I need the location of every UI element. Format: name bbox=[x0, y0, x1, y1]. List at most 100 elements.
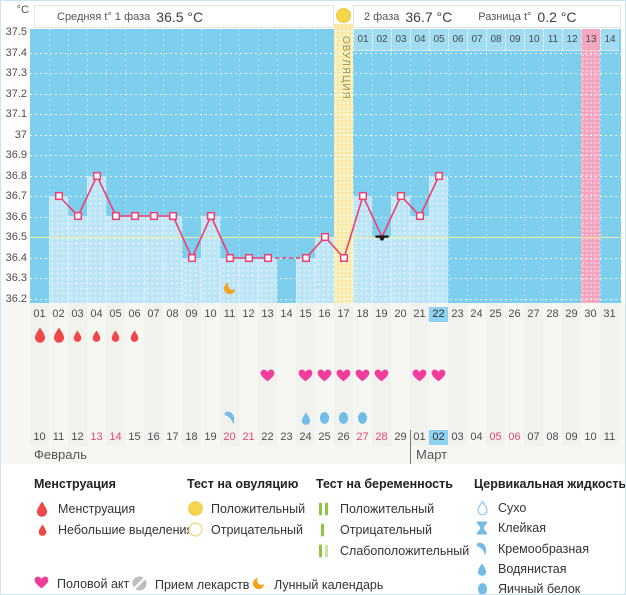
calendar-date[interactable]: 08 bbox=[546, 431, 559, 443]
calendar-date[interactable]: 22 bbox=[261, 431, 274, 443]
calendar-date[interactable]: 29 bbox=[394, 431, 407, 443]
temperature-bar-day-22[interactable] bbox=[429, 176, 448, 303]
temperature-bar-day-18[interactable] bbox=[353, 196, 372, 303]
temperature-point[interactable] bbox=[263, 253, 273, 263]
cycle-day-label[interactable]: 11 bbox=[223, 308, 236, 320]
temperature-bar-day-20[interactable] bbox=[391, 196, 410, 303]
temperature-bar-day-09[interactable] bbox=[182, 258, 201, 303]
calendar-date[interactable]: 09 bbox=[565, 431, 578, 443]
cycle-day-label[interactable]: 29 bbox=[565, 308, 578, 320]
calendar-date[interactable]: 13 bbox=[90, 431, 103, 443]
calendar-date[interactable]: 27 bbox=[356, 431, 369, 443]
temperature-bar-day-04[interactable] bbox=[87, 176, 106, 303]
calendar-date[interactable]: 17 bbox=[166, 431, 179, 443]
temperature-point[interactable] bbox=[396, 191, 406, 201]
calendar-date[interactable]: 14 bbox=[109, 431, 122, 443]
cycle-day-label[interactable]: 09 bbox=[185, 308, 198, 320]
calendar-date[interactable]: 02 bbox=[429, 430, 448, 445]
calendar-date[interactable]: 04 bbox=[470, 431, 483, 443]
cycle-day-label[interactable]: 26 bbox=[508, 308, 521, 320]
cycle-day-label[interactable]: 07 bbox=[147, 308, 160, 320]
cycle-day-label[interactable]: 12 bbox=[242, 308, 255, 320]
cycle-day-label[interactable]: 18 bbox=[356, 308, 369, 320]
calendar-date[interactable]: 28 bbox=[375, 431, 388, 443]
cycle-day-label[interactable]: 06 bbox=[128, 308, 141, 320]
cycle-day-label[interactable]: 22 bbox=[429, 307, 448, 322]
temperature-bar-day-15[interactable] bbox=[296, 258, 315, 303]
cycle-day-label[interactable]: 28 bbox=[546, 308, 559, 320]
temperature-point[interactable] bbox=[187, 253, 197, 263]
cycle-day-label[interactable]: 16 bbox=[318, 308, 331, 320]
legend-item: Клейкая bbox=[474, 518, 625, 538]
day-separator bbox=[296, 29, 297, 303]
calendar-date[interactable]: 11 bbox=[603, 431, 616, 443]
temperature-point[interactable] bbox=[225, 253, 235, 263]
cycle-day-label[interactable]: 15 bbox=[299, 308, 312, 320]
cycle-day-label[interactable]: 21 bbox=[413, 308, 426, 320]
temperature-point[interactable] bbox=[358, 191, 368, 201]
day-separator bbox=[429, 29, 430, 303]
temperature-point[interactable] bbox=[244, 253, 254, 263]
temperature-bar-day-11[interactable] bbox=[220, 258, 239, 303]
calendar-date[interactable]: 10 bbox=[584, 431, 597, 443]
temperature-point[interactable] bbox=[149, 211, 159, 221]
cycle-day-label[interactable]: 03 bbox=[71, 308, 84, 320]
temperature-point[interactable] bbox=[434, 171, 444, 181]
cycle-day-label[interactable]: 30 bbox=[584, 308, 597, 320]
calendar-date[interactable]: 05 bbox=[489, 431, 502, 443]
calendar-date[interactable]: 10 bbox=[33, 431, 46, 443]
temperature-bar-day-16[interactable] bbox=[315, 237, 334, 303]
cycle-day-label[interactable]: 20 bbox=[394, 308, 407, 320]
temperature-point[interactable] bbox=[415, 211, 425, 221]
calendar-date[interactable]: 01 bbox=[413, 431, 426, 443]
cycle-day-label[interactable]: 25 bbox=[489, 308, 502, 320]
calendar-date[interactable]: 07 bbox=[527, 431, 540, 443]
temperature-point[interactable] bbox=[73, 211, 83, 221]
month-divider bbox=[410, 430, 411, 464]
calendar-date[interactable]: 15 bbox=[128, 431, 141, 443]
cycle-day-label[interactable]: 05 bbox=[109, 308, 122, 320]
calendar-date[interactable]: 23 bbox=[280, 431, 293, 443]
legend-lunar-calendar-item: Лунный календарь bbox=[251, 576, 383, 594]
calendar-date[interactable]: 12 bbox=[71, 431, 84, 443]
cycle-day-label[interactable]: 02 bbox=[52, 308, 65, 320]
temperature-point[interactable] bbox=[111, 211, 121, 221]
temperature-point[interactable] bbox=[206, 211, 216, 221]
temperature-point[interactable] bbox=[92, 171, 102, 181]
calendar-date[interactable]: 20 bbox=[223, 431, 236, 443]
temperature-bar-day-13[interactable] bbox=[258, 258, 277, 303]
calendar-date[interactable]: 16 bbox=[147, 431, 160, 443]
temperature-point[interactable] bbox=[54, 191, 64, 201]
calendar-date[interactable]: 06 bbox=[508, 431, 521, 443]
temperature-point[interactable] bbox=[301, 253, 311, 263]
calendar-date[interactable]: 26 bbox=[337, 431, 350, 443]
cycle-day-label[interactable]: 23 bbox=[451, 308, 464, 320]
cycle-day-label[interactable]: 14 bbox=[280, 308, 293, 320]
temperature-point[interactable] bbox=[168, 211, 178, 221]
cycle-day-label[interactable]: 13 bbox=[261, 308, 274, 320]
temperature-bar-day-02[interactable] bbox=[49, 196, 68, 303]
cycle-day-label[interactable]: 04 bbox=[90, 308, 103, 320]
cycle-day-label[interactable]: 31 bbox=[603, 308, 616, 320]
calendar-date[interactable]: 19 bbox=[204, 431, 217, 443]
calendar-date[interactable]: 21 bbox=[242, 431, 255, 443]
cycle-day-label[interactable]: 27 bbox=[527, 308, 540, 320]
phase2-day-cell: 10 bbox=[524, 29, 543, 51]
calendar-date[interactable]: 25 bbox=[318, 431, 331, 443]
calendar-date[interactable]: 18 bbox=[185, 431, 198, 443]
temperature-point[interactable] bbox=[339, 253, 349, 263]
cycle-day-label[interactable]: 17 bbox=[337, 308, 350, 320]
calendar-date[interactable]: 11 bbox=[52, 431, 65, 443]
cycle-day-label[interactable]: 08 bbox=[166, 308, 179, 320]
cycle-day-label[interactable]: 10 bbox=[204, 308, 217, 320]
temperature-point[interactable] bbox=[130, 211, 140, 221]
temperature-point[interactable] bbox=[320, 232, 330, 242]
cycle-day-label[interactable]: 24 bbox=[470, 308, 483, 320]
cycle-day-label[interactable]: 19 bbox=[375, 308, 388, 320]
calendar-date[interactable]: 24 bbox=[299, 431, 312, 443]
temperature-bar-day-19[interactable] bbox=[372, 237, 391, 303]
temperature-bar-day-12[interactable] bbox=[239, 258, 258, 303]
calendar-date[interactable]: 03 bbox=[451, 431, 464, 443]
cycle-day-label[interactable]: 01 bbox=[33, 308, 46, 320]
